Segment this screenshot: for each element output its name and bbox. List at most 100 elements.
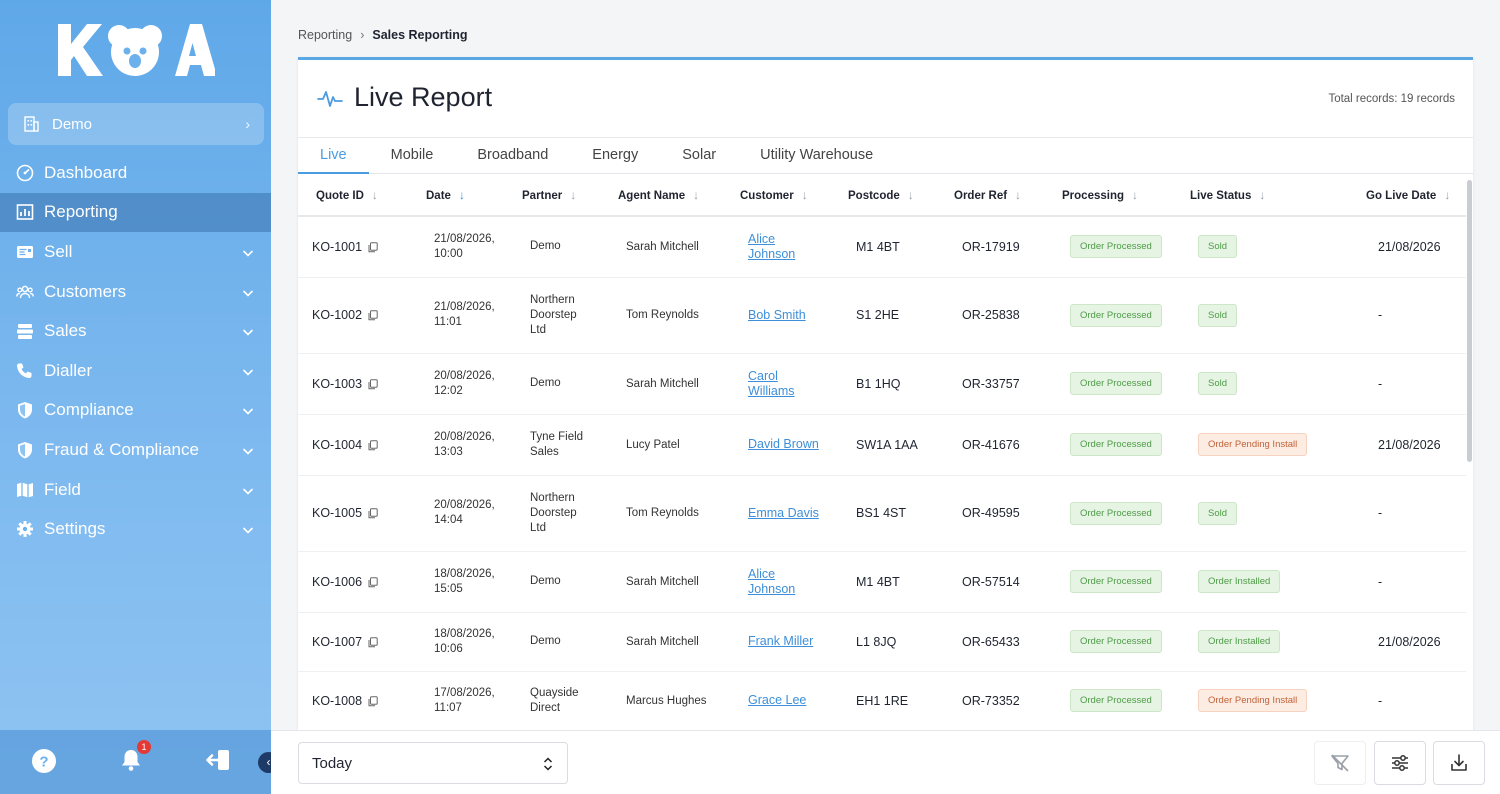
date-line: 20/08/2026, — [434, 430, 495, 443]
partner-line: Quayside — [530, 686, 579, 699]
sidebar-item-dashboard[interactable]: Dashboard — [0, 153, 271, 193]
cell-partner: Northern Doorstep Ltd — [504, 277, 600, 354]
sidebar-item-fraud-and-compliance[interactable]: Fraud & Compliance — [0, 430, 271, 470]
column-settings-button[interactable] — [1374, 741, 1426, 785]
sidebar-item-dialler[interactable]: Dialler — [0, 351, 271, 391]
sort-arrow-icon[interactable]: ↓ — [801, 187, 808, 202]
clear-filter-button[interactable] — [1314, 741, 1366, 785]
tab-energy[interactable]: Energy — [592, 147, 639, 163]
sidebar-item-compliance[interactable]: Compliance — [0, 391, 271, 431]
column-header-postcode[interactable]: Postcode ↓ — [830, 174, 936, 217]
customer-link[interactable]: Alice — [748, 566, 776, 581]
tab-live[interactable]: Live — [298, 138, 369, 174]
column-header-agent-name[interactable]: Agent Name ↓ — [600, 174, 722, 217]
total-records: Total records: 19 records — [1328, 93, 1455, 105]
table-row[interactable]: KO-1004 20/08/2026, 13:03 Tyne Field Sales Lu… — [298, 414, 1466, 476]
cell-order-ref: OR-57514 — [936, 551, 1044, 613]
copy-icon[interactable] — [368, 379, 378, 390]
customer-link[interactable]: Williams — [748, 383, 795, 398]
column-header-quote-id[interactable]: Quote ID ↓ — [298, 174, 408, 217]
customer-link[interactable]: Grace Lee — [748, 693, 807, 707]
copy-icon[interactable] — [368, 508, 378, 519]
column-header-order-ref[interactable]: Order Ref ↓ — [936, 174, 1044, 217]
column-header-processing[interactable]: Processing ↓ — [1044, 174, 1172, 217]
customer-link[interactable]: Johnson — [748, 246, 796, 261]
table-row[interactable]: KO-1002 21/08/2026, 11:01 Northern Doorstep L… — [298, 277, 1466, 354]
sort-arrow-icon[interactable]: ↓ — [1132, 187, 1138, 202]
table-row[interactable]: KO-1007 18/08/2026, 10:06 Demo Sarah Mitchel… — [298, 612, 1466, 672]
cell-processing: Order Processed — [1044, 551, 1172, 613]
status-badge: Order Installed — [1198, 630, 1281, 653]
cell-go-live-date: - — [1348, 475, 1466, 552]
koa-logo[interactable] — [55, 20, 215, 80]
copy-icon[interactable] — [368, 242, 378, 253]
copy-icon[interactable] — [368, 637, 378, 648]
copy-icon[interactable] — [368, 696, 378, 707]
chevron-down-icon — [241, 443, 255, 457]
logout-icon[interactable] — [206, 749, 230, 771]
column-header-customer[interactable]: Customer ↓ — [722, 174, 830, 217]
postcode: S1 2HE — [856, 308, 900, 322]
sort-arrow-icon[interactable]: ↓ — [1444, 187, 1451, 202]
sidebar-item-sell[interactable]: Sell — [0, 232, 271, 272]
sort-arrow-icon[interactable]: ↓ — [907, 187, 914, 202]
customer-link[interactable]: Johnson — [748, 581, 796, 596]
customer-link[interactable]: Alice — [748, 231, 776, 246]
cell-order-ref: OR-65433 — [936, 612, 1044, 672]
tab-broadband[interactable]: Broadband — [477, 147, 549, 163]
copy-icon[interactable] — [368, 440, 378, 451]
copy-icon[interactable] — [368, 310, 378, 321]
table-row[interactable]: KO-1008 17/08/2026, 11:07 Quayside Direct Mar… — [298, 671, 1466, 731]
partner-line: Demo — [530, 635, 561, 647]
workspace-switcher[interactable]: Demo › — [8, 103, 264, 145]
cell-processing: Order Processed — [1044, 353, 1172, 415]
sidebar-item-customers[interactable]: Customers — [0, 272, 271, 312]
sidebar-item-settings[interactable]: Settings — [0, 509, 271, 549]
sort-arrow-icon[interactable]: ↓ — [570, 187, 577, 202]
table-row[interactable]: KO-1001 21/08/2026, 10:00 Demo Sarah Mitchel… — [298, 216, 1466, 278]
table-scrollbar[interactable] — [1467, 180, 1472, 462]
agent-name: Sarah Mitchell — [626, 575, 699, 588]
tab-mobile[interactable]: Mobile — [390, 147, 434, 163]
customer-link[interactable]: Emma Davis — [748, 505, 819, 520]
sort-arrow-icon[interactable]: ↓ — [1015, 187, 1022, 202]
sidebar-item-label: Sell — [44, 241, 73, 261]
copy-icon[interactable] — [368, 577, 378, 588]
column-header-live-status[interactable]: Live Status ↓ — [1172, 174, 1348, 217]
sidebar-item-field[interactable]: Field — [0, 470, 271, 510]
export-button[interactable] — [1433, 741, 1485, 785]
sidebar-item-reporting[interactable]: Reporting — [0, 192, 271, 233]
sort-arrow-icon[interactable]: ↓ — [371, 187, 378, 202]
sort-arrow-icon[interactable]: ↓ — [693, 187, 700, 202]
go-live-date: - — [1378, 693, 1383, 708]
sidebar-item-label: Field — [44, 479, 81, 499]
chevron-right-icon: › — [360, 28, 365, 42]
breadcrumb-reporting[interactable]: Reporting — [298, 28, 353, 42]
period-select-value: Today — [312, 755, 353, 772]
sidebar-item-sales[interactable]: Sales — [0, 311, 271, 351]
column-header-label: Postcode — [848, 189, 900, 202]
table-row[interactable]: KO-1005 20/08/2026, 14:04 Northern Doorstep L… — [298, 475, 1466, 552]
column-header-partner[interactable]: Partner ↓ — [504, 174, 600, 217]
customer-link[interactable]: David Brown — [748, 437, 819, 451]
column-header-date[interactable]: Date ↓ — [408, 174, 504, 217]
customer-link[interactable]: Frank Miller — [748, 634, 814, 648]
help-icon[interactable]: ? — [31, 748, 57, 774]
download-icon — [1451, 754, 1467, 771]
table-row[interactable]: KO-1003 20/08/2026, 12:02 Demo Sarah Mitchel… — [298, 353, 1466, 415]
column-header-go-live-date[interactable]: Go Live Date ↓ — [1348, 174, 1466, 217]
processing-badge: Order Processed — [1070, 501, 1162, 525]
customer-link[interactable]: Bob Smith — [748, 307, 806, 322]
period-select[interactable]: Today — [298, 742, 568, 784]
cell-processing: Order Processed — [1044, 414, 1172, 476]
tab-solar[interactable]: Solar — [682, 147, 717, 163]
status-badge: Order Pending Install — [1198, 689, 1308, 712]
table-row[interactable]: KO-1006 18/08/2026, 15:05 Demo Sarah Mitchel… — [298, 551, 1466, 613]
sort-arrow-icon[interactable]: ↓ — [458, 187, 465, 202]
bell-icon[interactable] — [120, 748, 142, 772]
sort-arrow-icon[interactable]: ↓ — [1259, 187, 1266, 202]
phone-icon — [16, 362, 34, 380]
updown-icon — [543, 757, 553, 771]
tab-utility-warehouse[interactable]: Utility Warehouse — [760, 147, 874, 163]
customer-link[interactable]: Carol — [748, 368, 778, 383]
